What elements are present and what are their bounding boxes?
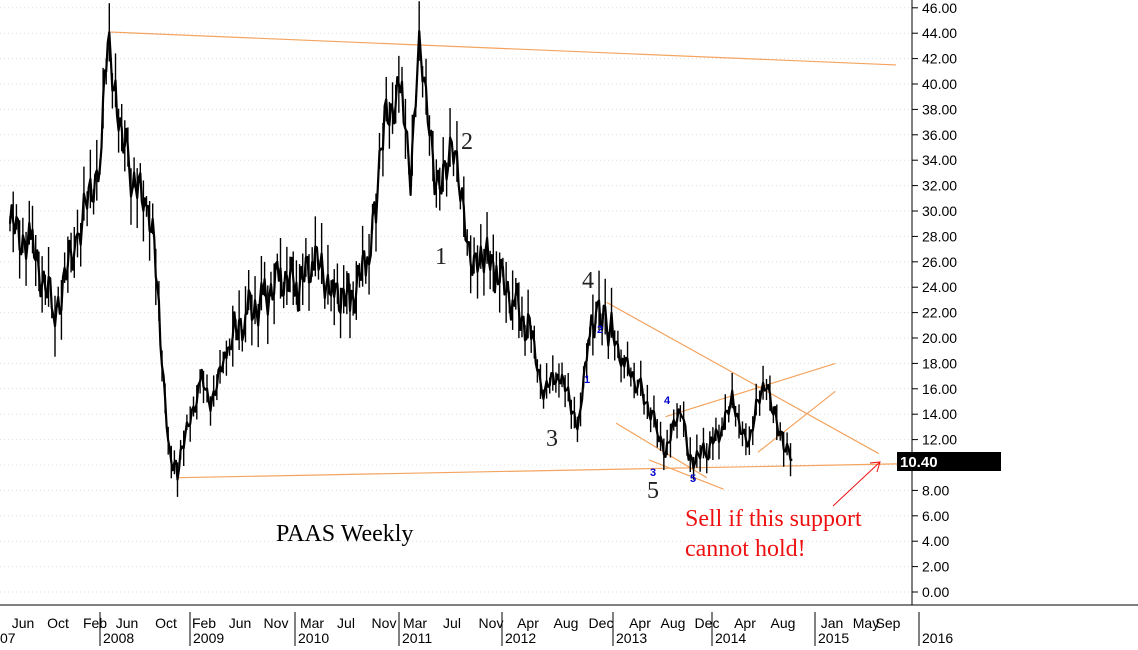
x-year-label: 2013 [616,630,647,646]
x-month-label: Nov [479,615,504,631]
x-month-label: Jan [821,615,844,631]
x-month-label: Jul [337,615,355,631]
major-wave-4: 4 [582,268,594,294]
y-tick-label: 4.00 [922,533,949,549]
x-month-label: Feb [83,615,107,631]
x-month-label: Mar [300,615,324,631]
y-tick-label: 38.00 [922,101,957,117]
minor-wave-4: 4 [664,395,671,407]
trendline [107,31,897,66]
axes [0,0,1138,606]
x-month-label: Feb [192,615,216,631]
note-line-1: Sell if this support [685,506,862,532]
x-month-label: Apr [629,615,651,631]
y-tick-label: 16.00 [922,381,957,397]
x-month-label: Jun [12,615,35,631]
x-year-label: 2015 [818,630,849,646]
y-tick-label: 8.00 [922,482,949,498]
y-tick-label: 2.00 [922,559,949,575]
major-wave-5: 5 [647,478,659,504]
y-tick-label: 28.00 [922,228,957,244]
x-month-label: Jul [443,615,461,631]
trendlines [107,31,905,490]
x-year-label: 2008 [103,630,134,646]
x-month-label: Apr [517,615,539,631]
y-tick-label: 42.00 [922,51,957,67]
y-tick-label: 20.00 [922,330,957,346]
trendline [648,459,724,490]
x-month-label: Aug [661,615,686,631]
minor-wave-2: 2 [597,324,603,336]
y-tick-label: 44.00 [922,25,957,41]
price-line [8,29,793,481]
x-year-label: 2010 [298,630,329,646]
note-line-2: cannot hold! [685,536,806,562]
x-month-label: Mar [403,615,427,631]
chart-title: PAAS Weekly [276,521,413,547]
x-month-label: May [853,615,879,631]
y-tick-label: 0.00 [922,584,949,600]
y-tick-label: 12.00 [922,432,957,448]
note-arrow-head [869,461,881,473]
x-month-label: Oct [47,615,69,631]
grid [0,7,912,593]
x-month-label: Aug [554,615,579,631]
x-year-label: 2009 [193,630,224,646]
x-year-label-partial: 07 [0,630,16,646]
trendline [757,390,836,453]
major-wave-1: 1 [435,244,447,270]
y-tick-label: 40.00 [922,76,957,92]
x-month-label: Apr [734,615,756,631]
y-tick-label: 18.00 [922,355,957,371]
y-tick-labels: 0.002.004.006.008.0010.0012.0014.0016.00… [912,0,957,600]
y-tick-label: 14.00 [922,406,957,422]
last-price-value: 10.40 [900,454,938,471]
y-tick-label: 26.00 [922,254,957,270]
trendline [606,301,879,455]
x-tick-labels: Jun Oct Feb Jun Oct Feb Jun Nov Mar Jul Nov Mar Jul N… [0,612,953,646]
y-tick-label: 34.00 [922,152,957,168]
last-price-box [897,452,1001,471]
major-wave-2: 2 [461,129,473,155]
x-month-label: Aug [771,615,796,631]
x-month-label: Jun [229,615,252,631]
x-month-label: Nov [372,615,397,631]
y-tick-label: 46.00 [922,0,957,16]
major-wave-3: 3 [546,426,558,452]
minor-wave-1: 1 [584,374,590,386]
x-month-label: Jun [116,615,139,631]
x-year-label: 2011 [402,630,432,646]
minor-wave-5: 5 [690,473,696,485]
minor-wave-3: 3 [650,467,656,479]
x-month-label: Nov [264,615,289,631]
x-month-label: Sep [876,615,901,631]
trendline [665,362,836,418]
y-tick-label: 32.00 [922,178,957,194]
note-arrow [832,461,881,507]
x-month-label: Oct [155,615,177,631]
x-year-label: 2012 [505,630,536,646]
x-month-label: Dec [589,615,614,631]
y-tick-label: 6.00 [922,508,949,524]
x-year-label: 2016 [922,630,953,646]
trendline [615,422,708,479]
x-month-label: Dec [695,615,720,631]
y-tick-label: 30.00 [922,203,957,219]
y-tick-label: 22.00 [922,305,957,321]
price-series [8,1,793,497]
y-tick-label: 24.00 [922,279,957,295]
y-tick-label: 36.00 [922,127,957,143]
trendline [177,463,905,479]
x-year-label: 2014 [715,630,746,646]
